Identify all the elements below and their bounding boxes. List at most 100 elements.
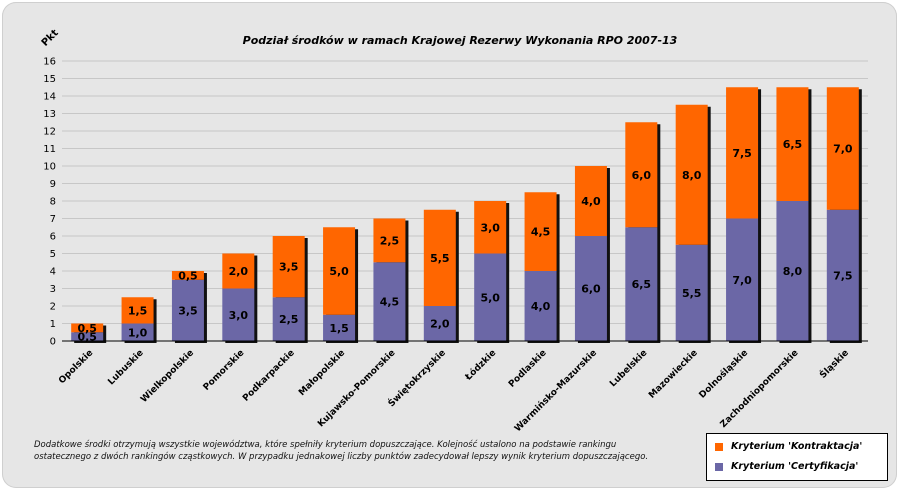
x-category-label: Śląskie [817, 347, 851, 381]
bar-certyfikacja [675, 244, 708, 341]
bar-kontraktacja [71, 323, 104, 333]
data-label-kontraktacja: 0,5 [77, 322, 97, 335]
legend-swatch-certyfikacja [715, 463, 723, 471]
chart-title: Podział środków w ramach Krajowej Rezerw… [243, 34, 678, 47]
bar-certyfikacja [121, 323, 154, 341]
bar-kontraktacja [373, 218, 406, 263]
data-label-certyfikacja: 0,5 [77, 331, 97, 344]
bar-certyfikacja [726, 218, 759, 341]
x-category-label: Łódzkie [462, 347, 498, 383]
x-category-label: Mazowieckie [647, 348, 700, 401]
bar-kontraktacja [826, 87, 859, 210]
y-tick-label: 12 [43, 127, 56, 138]
data-label-certyfikacja: 6,5 [632, 278, 652, 291]
bar-certyfikacja [776, 201, 809, 341]
legend-label-certyfikacja: Kryterium 'Certyfikacja' [731, 461, 859, 472]
data-label-kontraktacja: 5,0 [329, 265, 349, 278]
data-label-kontraktacja: 6,0 [632, 169, 652, 182]
bar-series [71, 87, 862, 343]
data-label-kontraktacja: 2,0 [229, 265, 249, 278]
data-label-certyfikacja: 5,5 [682, 287, 702, 300]
x-category-label: Opolskie [57, 348, 95, 386]
bar-kontraktacja [726, 87, 759, 219]
bar-kontraktacja [524, 192, 557, 271]
y-axis-label: Pkt [40, 28, 61, 49]
y-tick-label: 3 [50, 284, 56, 295]
data-label-certyfikacja: 3,0 [229, 309, 249, 322]
data-label-kontraktacja: 0,5 [178, 269, 198, 282]
y-tick-label: 7 [50, 214, 56, 225]
data-label-kontraktacja: 7,5 [732, 147, 752, 160]
bar-kontraktacja [121, 297, 154, 324]
bar-certyfikacja [625, 227, 658, 341]
bar-certyfikacja [272, 297, 305, 341]
data-label-kontraktacja: 4,5 [531, 226, 551, 239]
data-label-certyfikacja: 4,0 [531, 300, 551, 313]
y-tick-label: 16 [43, 57, 56, 68]
data-label-certyfikacja: 8,0 [783, 265, 803, 278]
footnote: Dodatkowe środki otrzymują wszystkie woj… [34, 440, 649, 462]
data-label-kontraktacja: 8,0 [682, 169, 702, 182]
data-label-certyfikacja: 2,0 [430, 318, 450, 331]
data-label-certyfikacja: 7,0 [732, 274, 752, 287]
bar-kontraktacja [423, 209, 456, 306]
x-category-label: Małopolskie [297, 348, 347, 398]
y-tick-label: 1 [50, 319, 56, 330]
x-category-label: Podkarpackie [241, 348, 297, 404]
legend-label-kontraktacja: Kryterium 'Kontraktacja' [731, 441, 863, 452]
bar-certyfikacja [524, 271, 557, 341]
bar-kontraktacja [171, 271, 204, 280]
bar-certyfikacja [826, 209, 859, 341]
y-tick-label: 4 [50, 267, 56, 278]
x-category-label: Podlaskie [507, 348, 549, 390]
data-label-kontraktacja: 7,0 [833, 143, 853, 156]
data-label-certyfikacja: 4,5 [380, 296, 400, 309]
data-label-kontraktacja: 1,5 [128, 304, 148, 317]
y-tick-label: 13 [43, 109, 56, 120]
legend-swatch-kontraktacja [715, 443, 723, 451]
data-label-certyfikacja: 3,5 [178, 304, 198, 317]
bar-certyfikacja [373, 262, 406, 341]
data-labels: 0,50,5 1,01,5 3,50,53,02,02,53,51,55,04,52… [77, 138, 852, 344]
y-tick-label: 0 [50, 337, 56, 348]
bar-certyfikacja [71, 332, 104, 341]
y-tick-label: 14 [43, 92, 56, 103]
x-category-label: Lubuskie [106, 348, 145, 387]
bar-kontraktacja [272, 236, 305, 298]
x-category-label: Wielkopolskie [139, 348, 196, 405]
data-label-certyfikacja: 7,5 [833, 269, 853, 282]
x-category-label: Dolnośląskie [697, 347, 750, 400]
bar-kontraktacja [625, 122, 658, 228]
data-label-kontraktacja: 3,0 [480, 221, 500, 234]
data-label-kontraktacja: 2,5 [380, 234, 400, 247]
bar-certyfikacja [574, 236, 607, 341]
data-label-certyfikacja: 6,0 [581, 283, 601, 296]
bar-kontraktacja [222, 253, 255, 289]
data-label-kontraktacja: 6,5 [783, 138, 803, 151]
y-tick-label: 6 [50, 232, 56, 243]
data-label-certyfikacja: 1,0 [128, 326, 148, 339]
bar-certyfikacja [222, 288, 255, 341]
x-category-label: Warmińsko-Mazurskie [513, 348, 599, 434]
y-tick-label: 10 [43, 162, 56, 173]
y-tick-label: 15 [43, 74, 56, 85]
data-label-kontraktacja: 5,5 [430, 252, 450, 265]
data-label-certyfikacja: 5,0 [480, 291, 500, 304]
data-label-certyfikacja: 1,5 [329, 322, 349, 335]
bar-certyfikacja [171, 279, 204, 341]
data-label-certyfikacja: 2,5 [279, 313, 299, 326]
bar-kontraktacja [474, 201, 507, 254]
legend: Kryterium 'Kontraktacja' Kryterium 'Cert… [706, 433, 888, 481]
data-label-kontraktacja: 4,0 [581, 195, 601, 208]
bar-certyfikacja [423, 306, 456, 341]
y-tick-label: 8 [50, 197, 56, 208]
bar-kontraktacja [574, 166, 607, 236]
y-tick-label: 2 [50, 302, 56, 313]
bar-kontraktacja [675, 104, 708, 245]
y-tick-label: 9 [50, 179, 56, 190]
bar-certyfikacja [323, 314, 356, 341]
y-tick-label: 5 [50, 249, 56, 260]
y-tick-label: 11 [43, 144, 56, 155]
